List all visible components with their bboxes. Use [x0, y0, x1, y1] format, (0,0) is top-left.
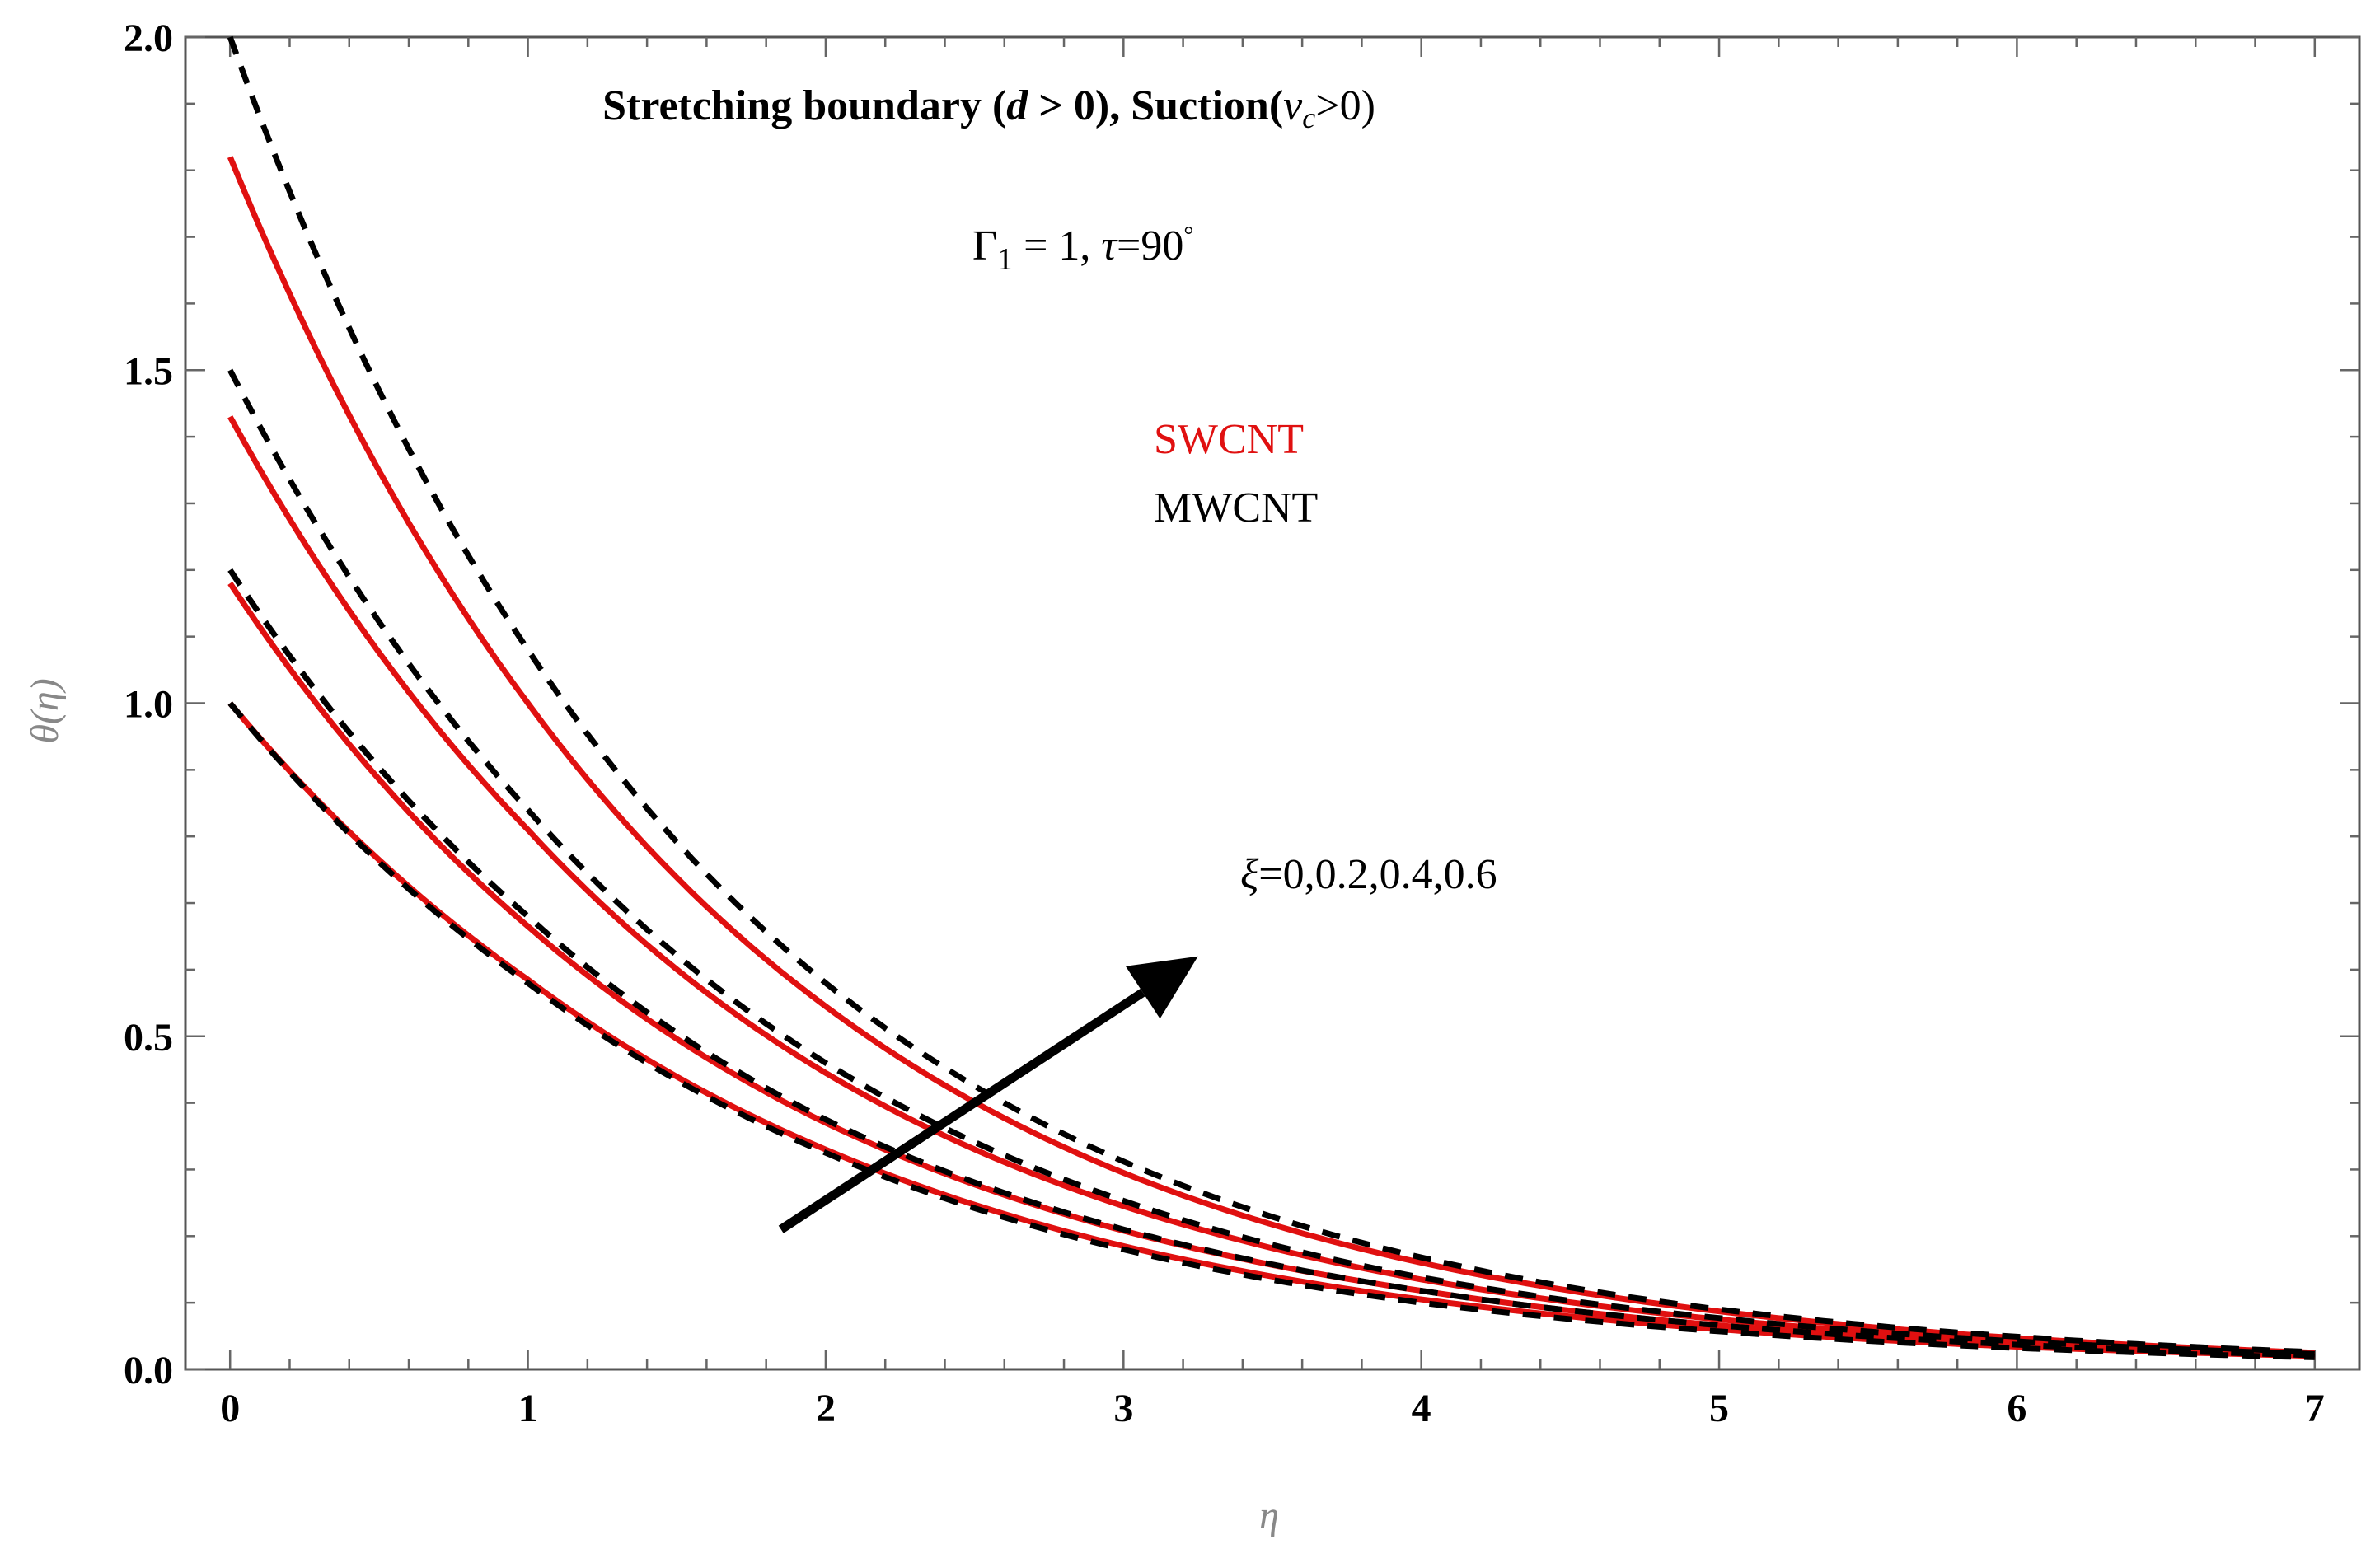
- x-tick-label: 5: [1709, 1387, 1729, 1430]
- chart-title: Stretching boundary (d > 0), Suction(vc>…: [602, 82, 1375, 134]
- x-tick-label: 1: [518, 1387, 538, 1430]
- x-tick-label: 4: [1412, 1387, 1431, 1430]
- y-tick-label: 0.0: [124, 1349, 173, 1392]
- series-line: [227, 368, 2315, 1357]
- arrow-label: ξ=0,0.2,0.4,0.6: [1240, 851, 1497, 898]
- y-tick-label: 2.0: [124, 16, 173, 60]
- x-tick-label: 3: [1113, 1387, 1133, 1430]
- legend-swcnt: SWCNT: [1154, 416, 1304, 463]
- y-tick-label: 0.5: [124, 1016, 173, 1060]
- plot-frame: [184, 35, 2361, 1371]
- y-tick-label: 1.5: [124, 349, 173, 393]
- curves: [227, 35, 2315, 1360]
- x-tick-label: 7: [2305, 1387, 2325, 1430]
- arrow-layer: [778, 956, 1198, 1233]
- x-axis-title: η: [1259, 1494, 1279, 1537]
- y-axis-title: θ(η): [23, 678, 67, 743]
- legend-mwcnt: MWCNT: [1154, 484, 1318, 531]
- x-tick-label: 6: [2007, 1387, 2026, 1430]
- axis-ticks: 0 1 2 3 4 5 6 7 0.0 0.5 1.0 1.5 2.0: [124, 16, 2359, 1430]
- y-tick-label: 1.0: [124, 683, 173, 727]
- arrow-head: [1125, 956, 1198, 1019]
- series-line: [227, 35, 2315, 1355]
- series-line: [227, 701, 2315, 1360]
- series-line: [227, 156, 2315, 1356]
- parameter-annotation: Γ1 = 1, τ=90°: [972, 222, 1193, 277]
- x-tick-label: 0: [220, 1387, 240, 1430]
- x-tick-label: 2: [816, 1387, 836, 1430]
- arrow-shaft: [778, 988, 1145, 1233]
- series-line: [227, 568, 2315, 1359]
